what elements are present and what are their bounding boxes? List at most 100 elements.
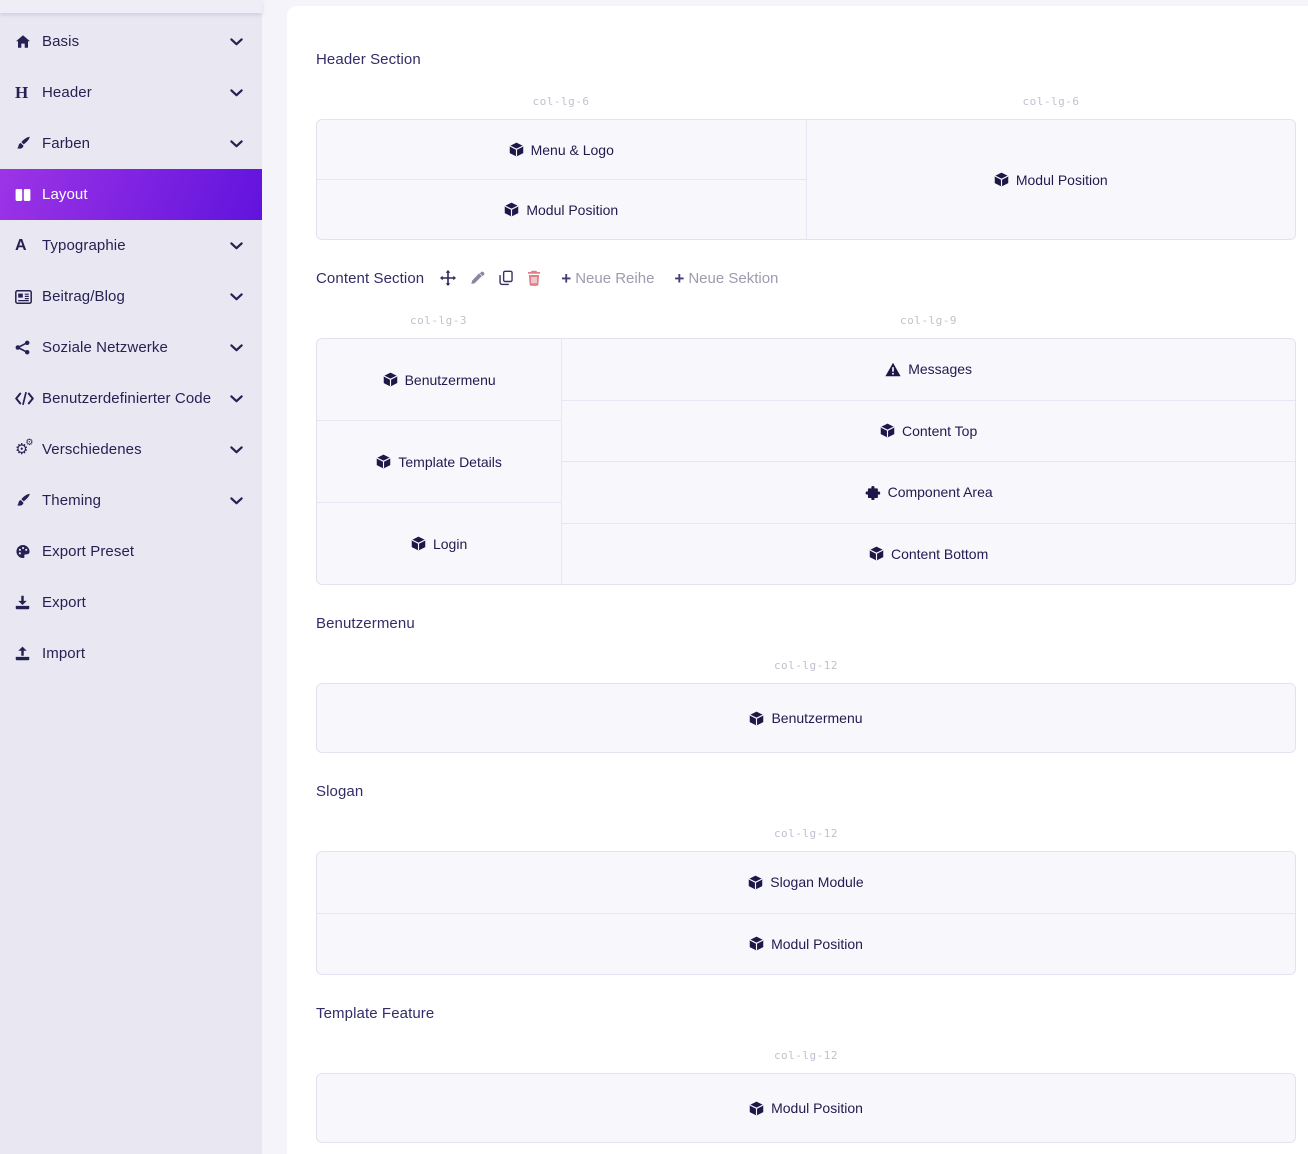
sidebar-item-label: Verschiedenes [42, 441, 142, 458]
section-header: Benutzermenu [316, 613, 1296, 633]
column-width-label: col-lg-12 [773, 827, 839, 840]
sidebar-item-export[interactable]: Export [0, 577, 262, 628]
sidebar-nav: Basis H Header Farben Layout A Typographie Beit… [0, 13, 262, 679]
section-benutzermenu: Benutzermenu col-lg-12 Benutzermenu [316, 613, 1296, 753]
chevron-down-icon [230, 37, 243, 46]
download-icon [15, 595, 30, 610]
sidebar-item-layout[interactable]: Layout [0, 169, 262, 220]
chevron-down-icon [230, 394, 243, 403]
cube-icon [869, 546, 884, 561]
sidebar-item-import[interactable]: Import [0, 628, 262, 679]
module-label: Modul Position [1015, 171, 1108, 188]
grid-column: Modul Position [317, 1074, 1295, 1142]
section-header-section: Header Section col-lg-6 col-lg-6 Menu & Log… [316, 49, 1296, 240]
module-cell-content-top[interactable]: Content Top [562, 399, 1295, 462]
sidebar-item-farben[interactable]: Farben [0, 118, 262, 169]
column-width-labels: col-lg-12 [316, 827, 1296, 841]
section-header: Template Feature [316, 1003, 1296, 1023]
module-cell-template-details[interactable]: Template Details [317, 420, 562, 502]
plus-icon: + [674, 268, 685, 288]
cube-icon [411, 536, 426, 551]
section-title: Slogan [316, 782, 364, 800]
column-width-label: col-lg-12 [773, 1049, 839, 1062]
sidebar-item-theming[interactable]: Theming [0, 475, 262, 526]
copy-button[interactable] [499, 270, 513, 286]
grid-column: Menu & Logo Modul Position [317, 120, 806, 239]
module-label: Template Details [398, 453, 502, 470]
grid-column: Slogan Module Modul Position [317, 852, 1295, 974]
module-cell-login[interactable]: Login [317, 502, 562, 584]
warning-icon [885, 362, 901, 377]
sidebar-item-label: Header [42, 84, 92, 101]
cube-icon [509, 142, 524, 157]
sidebar-item-soziale-netzwerke[interactable]: Soziale Netzwerke [0, 322, 262, 373]
section-template-feature: Template Feature col-lg-12 Modul Position [316, 1003, 1296, 1143]
module-label: Benutzermenu [404, 371, 496, 388]
module-cell-messages[interactable]: Messages [562, 339, 1295, 400]
sidebar-item-label: Layout [42, 186, 88, 203]
cube-icon [383, 372, 398, 387]
cube-icon [749, 1101, 764, 1116]
code-icon [15, 392, 34, 405]
sidebar-item-typographie[interactable]: A Typographie [0, 220, 262, 271]
edit-button[interactable] [470, 271, 485, 286]
chevron-down-icon [230, 343, 243, 352]
column-width-label: col-lg-3 [410, 314, 467, 327]
chevron-down-icon [230, 139, 243, 148]
sidebar-item-verschiedenes[interactable]: ⚙ ⚙ Verschiedenes [0, 424, 262, 475]
module-cell-component-area[interactable]: Component Area [562, 461, 1295, 523]
section-header: Header Section [316, 49, 1296, 69]
module-label: Modul Position [771, 1100, 863, 1116]
cube-icon [749, 936, 764, 951]
module-label: Modul Position [771, 935, 863, 952]
brush-icon [15, 136, 31, 151]
module-label: Component Area [887, 484, 993, 501]
new-section-button[interactable]: + Neue Sektion [674, 270, 778, 287]
sidebar: Basis H Header Farben Layout A Typographie Beit… [0, 0, 262, 1154]
sections-container: Header Section col-lg-6 col-lg-6 Menu & Log… [316, 49, 1296, 1143]
sidebar-item-header[interactable]: H Header [0, 67, 262, 118]
column-width-label: col-lg-6 [1022, 95, 1080, 108]
section-content-section: Content Section + Neue Reihe + Neue Sektion c… [316, 268, 1296, 585]
module-cell-modul-position[interactable]: Modul Position [317, 1074, 1295, 1142]
section-grid: Benutzermenu Template Details Login Message… [316, 338, 1296, 585]
module-cell-modul-position[interactable]: Modul Position [317, 179, 806, 239]
del-button[interactable] [527, 270, 541, 286]
chevron-down-icon [230, 445, 243, 454]
chevron-down-icon [230, 496, 243, 505]
section-title: Header Section [316, 50, 421, 68]
module-cell-content-bottom[interactable]: Content Bottom [562, 522, 1295, 585]
sidebar-item-beitrag-blog[interactable]: Beitrag/Blog [0, 271, 262, 322]
section-title: Template Feature [316, 1004, 435, 1022]
cube-icon [376, 454, 391, 469]
module-cell-modul-position[interactable]: Modul Position [807, 120, 1296, 239]
module-label: Messages [908, 361, 973, 378]
new-row-button[interactable]: + Neue Reihe [561, 270, 654, 287]
section-title: Content Section [316, 269, 425, 287]
grid-column: Modul Position [805, 120, 1296, 239]
module-cell-benutzermenu[interactable]: Benutzermenu [317, 339, 561, 420]
cube-icon [880, 423, 895, 438]
column-width-labels: col-lg-12 [316, 1049, 1296, 1063]
column-width-labels: col-lg-12 [316, 659, 1296, 673]
sidebar-item-basis[interactable]: Basis [0, 16, 262, 67]
section-grid: Slogan Module Modul Position [316, 851, 1296, 975]
palette-icon [15, 544, 31, 559]
module-cell-slogan-module[interactable]: Slogan Module [317, 852, 1295, 913]
pencil-icon [470, 271, 485, 286]
sidebar-item-export-preset[interactable]: Export Preset [0, 526, 262, 577]
section-slogan: Slogan col-lg-12 Slogan Module Modul Positi… [316, 781, 1296, 975]
module-cell-benutzermenu[interactable]: Benutzermenu [317, 684, 1295, 752]
module-cell-modul-position[interactable]: Modul Position [317, 912, 1295, 975]
share-icon [15, 340, 30, 355]
move-button[interactable] [440, 270, 457, 286]
module-label: Benutzermenu [771, 710, 863, 726]
chevron-down-icon [230, 292, 243, 301]
sidebar-item-label: Farben [42, 135, 91, 152]
sidebar-item-benutzerdefinierter-code[interactable]: Benutzerdefinierter Code [0, 373, 262, 424]
module-cell-menu-logo[interactable]: Menu & Logo [317, 120, 806, 179]
cube-icon [504, 202, 519, 217]
module-label: Menu & Logo [530, 141, 614, 158]
columns-icon [15, 188, 31, 202]
sidebar-item-label: Theming [42, 492, 102, 509]
